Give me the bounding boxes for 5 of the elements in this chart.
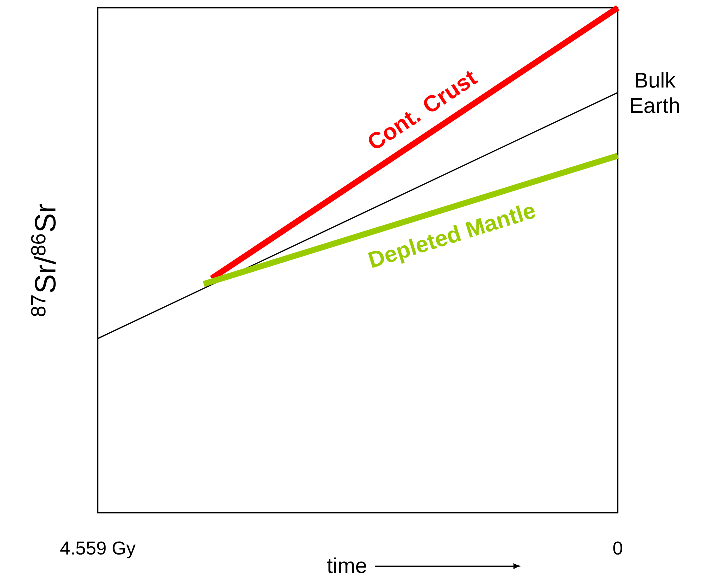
x-tick-label: 4.559 Gy — [60, 542, 136, 559]
x-tick-label: 0 — [614, 542, 622, 555]
x-axis-title: time — [327, 558, 366, 574]
series-label: Bulk Earth — [631, 72, 680, 114]
y-axis-title: $^{87}$Sr/$^{86}$Sr — [31, 204, 56, 317]
